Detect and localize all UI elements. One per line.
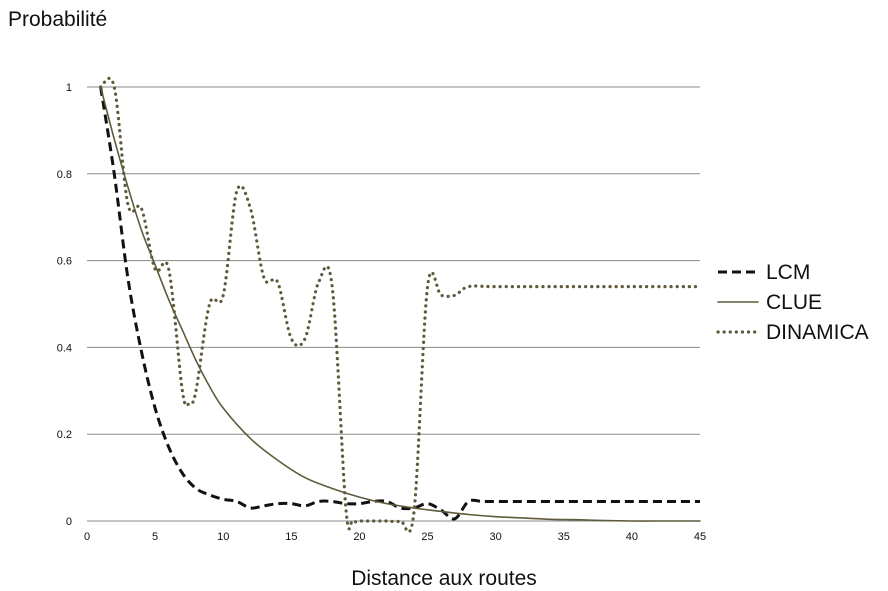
x-axis-label: Distance aux routes: [0, 567, 888, 591]
series-line-lcm: [99, 86, 700, 521]
x-tick-label: 25: [421, 531, 433, 543]
y-tick-label: 0: [66, 516, 72, 528]
y-tick-label: 0.2: [57, 429, 72, 441]
x-tick-label: 0: [84, 531, 90, 543]
grid-lines: [87, 86, 700, 435]
y-tick-label: 0.8: [57, 169, 72, 181]
legend: LCM CLUE DINAMICA: [716, 261, 869, 344]
x-tick-labels: 0 5 10 15 20 25 30 35 40 45: [84, 531, 706, 543]
x-tick-label: 5: [152, 531, 158, 543]
x-tick-label: 30: [490, 531, 502, 543]
y-tick-label: 1: [66, 82, 72, 94]
x-axis-label-text: Distance aux routes: [351, 567, 537, 590]
series-group: [99, 76, 702, 534]
y-tick-label: 0.6: [57, 256, 72, 268]
x-tick-label: 40: [626, 531, 638, 543]
x-tick-label: 15: [285, 531, 297, 543]
x-tick-label: 10: [217, 531, 229, 543]
series-line-clue: [99, 86, 701, 522]
legend-label-dinamica: DINAMICA: [766, 321, 869, 344]
x-tick-label: 20: [353, 531, 365, 543]
y-tick-label: 0.4: [57, 342, 72, 354]
x-tick-label: 35: [558, 531, 570, 543]
y-axis-label: Probabilité: [8, 8, 108, 31]
legend-label-lcm: LCM: [766, 261, 810, 284]
x-tick-label: 45: [694, 531, 706, 543]
series-line-dinamica: [99, 76, 702, 534]
y-tick-labels: 0 0.2 0.4 0.6 0.8 1: [57, 82, 72, 528]
legend-label-clue: CLUE: [766, 291, 822, 314]
